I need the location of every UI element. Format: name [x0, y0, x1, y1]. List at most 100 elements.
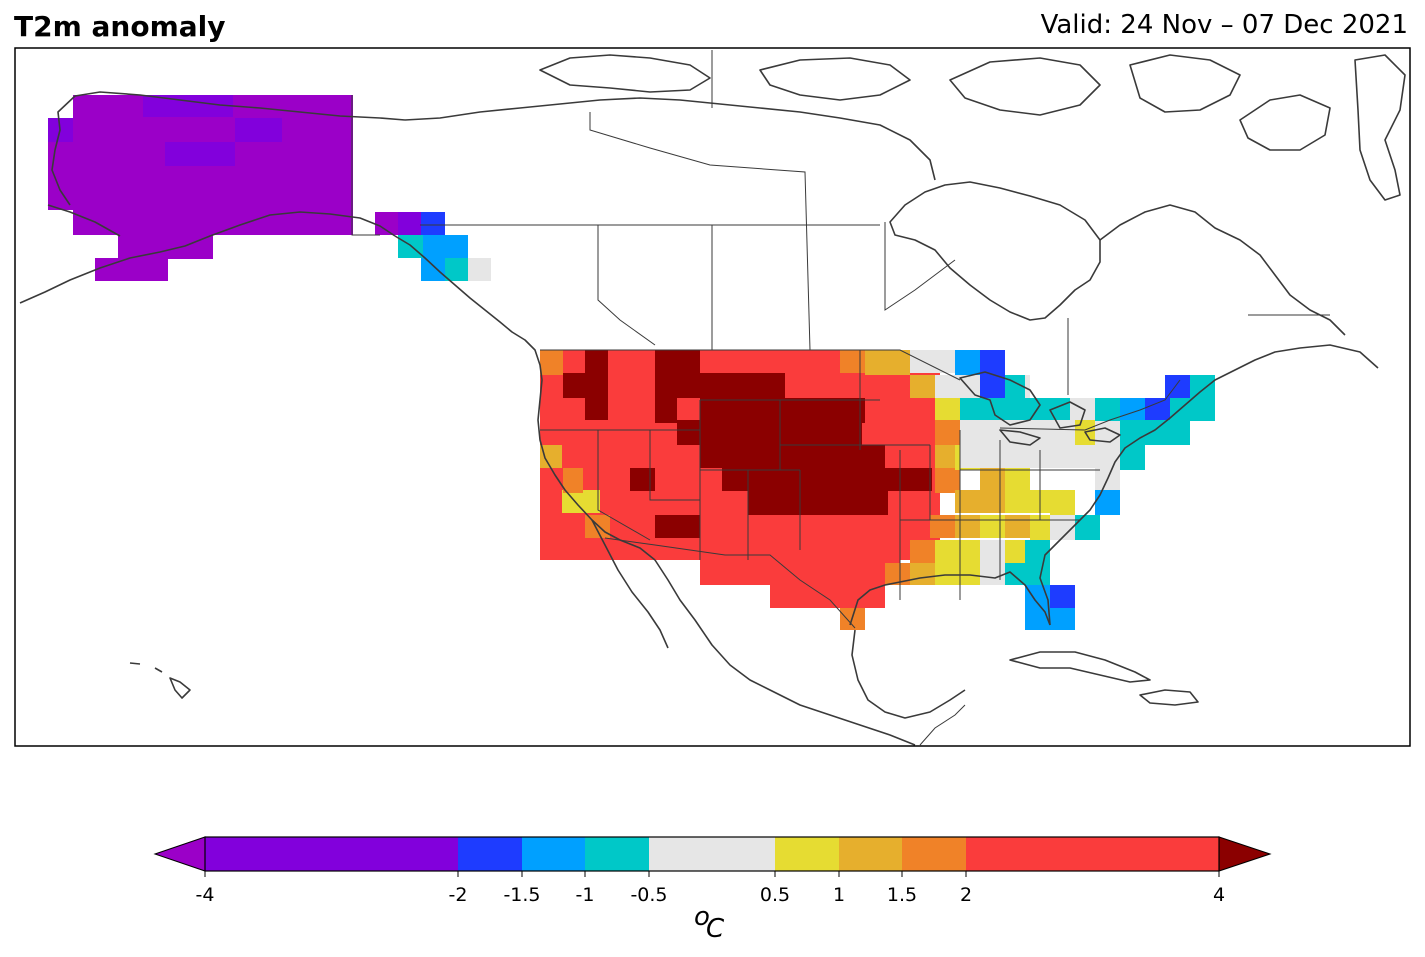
- coastline-baja: [591, 519, 916, 746]
- anomaly-cell: [935, 375, 960, 398]
- coastline-gulf: [849, 571, 1051, 719]
- colorbar-segment: [839, 837, 902, 871]
- coastline-arctic: [404, 97, 936, 181]
- anomaly-cell: [935, 420, 960, 445]
- anomaly-cell: [980, 375, 1005, 398]
- colorbar-segment: [522, 837, 585, 871]
- anomaly-cell: [1075, 515, 1100, 540]
- anomaly-cell: [910, 350, 955, 373]
- anomaly-cell: [1005, 540, 1025, 563]
- anomaly-cell: [960, 398, 980, 420]
- anomaly-cell: [375, 212, 400, 235]
- colorbar-unit-superscript: o: [694, 902, 710, 932]
- anomaly-cell: [562, 490, 600, 513]
- anomaly-cell: [118, 235, 168, 281]
- colorbar-segment: [775, 837, 839, 871]
- anomaly-grid: [48, 95, 1215, 630]
- coastline-alaska: [19, 91, 406, 304]
- colorbar-segments: [205, 837, 1219, 871]
- coastline-east: [1039, 344, 1379, 626]
- colorbar-tick-label: -1: [576, 884, 595, 906]
- coastline-labrador: [1099, 204, 1346, 336]
- colorbar-segment: [649, 837, 775, 871]
- anomaly-cell: [980, 468, 1005, 491]
- anomaly-cell: [960, 540, 980, 563]
- anomaly-cell: [677, 420, 862, 445]
- anomaly-cell: [935, 468, 960, 493]
- coastline-arctic-islands: [539, 54, 1406, 201]
- anomaly-cell: [935, 398, 960, 423]
- anomaly-cell: [143, 95, 233, 117]
- anomaly-cell: [935, 540, 960, 563]
- border-canada-provinces: [420, 50, 1330, 395]
- anomaly-cell: [1050, 608, 1075, 630]
- anomaly-cell: [421, 212, 445, 235]
- anomaly-cell: [980, 350, 1005, 375]
- anomaly-cell: [468, 258, 491, 281]
- colorbar-segment: [458, 837, 522, 871]
- map-title: T2m anomaly: [14, 10, 226, 43]
- colorbar-tick-label: 0.5: [760, 884, 790, 906]
- anomaly-cell: [655, 515, 700, 538]
- colorbar-over-arrow: [1218, 836, 1272, 872]
- valid-period: Valid: 24 Nov – 07 Dec 2021: [1040, 10, 1408, 40]
- anomaly-cell: [398, 212, 421, 235]
- colorbar-frame: [204, 836, 1220, 872]
- anomaly-cell: [1005, 563, 1050, 585]
- anomaly-cell: [700, 398, 865, 423]
- colorbar-tick-label: -2: [449, 884, 468, 906]
- coastline-caribbean: [1009, 651, 1199, 706]
- anomaly-cell: [655, 350, 700, 375]
- anomaly-cell: [1005, 490, 1050, 513]
- anomaly-cell: [235, 118, 282, 142]
- anomaly-cell: [980, 398, 1050, 420]
- border-us-states: [540, 350, 1100, 600]
- anomaly-cell: [885, 563, 910, 585]
- anomaly-cell: [1170, 398, 1215, 421]
- anomaly-cell: [722, 468, 932, 491]
- anomaly-cell: [960, 420, 1140, 468]
- anomaly-cell: [700, 445, 885, 468]
- border-alaska-canada: [351, 95, 380, 236]
- anomaly-cell: [1005, 515, 1030, 538]
- anomaly-cell: [1050, 515, 1075, 540]
- map-frame: [14, 47, 1411, 747]
- anomaly-cell: [655, 373, 785, 398]
- colorbar-segment: [966, 837, 1219, 871]
- anomaly-cell: [165, 142, 235, 166]
- anomaly-cell: [585, 515, 610, 538]
- anomaly-cell: [563, 468, 583, 493]
- anomaly-cell: [630, 468, 655, 491]
- anomaly-cell: [955, 490, 1005, 513]
- anomaly-cell: [1095, 398, 1120, 421]
- anomaly-cell: [1190, 375, 1215, 398]
- anomaly-cell: [930, 515, 955, 538]
- anomaly-cell: [168, 235, 213, 259]
- colorbar-segment: [902, 837, 966, 871]
- colorbar-tick-label: 1: [833, 884, 845, 906]
- anomaly-cell: [1145, 398, 1170, 421]
- colorbar-tick-label: -1.5: [503, 884, 540, 906]
- colorbar-tick-label: 1.5: [887, 884, 917, 906]
- colorbar-segment: [585, 837, 649, 871]
- border-central-america: [919, 704, 966, 746]
- anomaly-cell: [540, 445, 562, 468]
- colorbar-tick-label: -4: [196, 884, 215, 906]
- anomaly-cell: [955, 515, 980, 538]
- coastlines: [19, 54, 1406, 746]
- anomaly-cell: [540, 350, 563, 375]
- anomaly-cell: [1050, 490, 1075, 515]
- anomaly-cell: [1120, 420, 1190, 445]
- anomaly-cell: [935, 445, 960, 468]
- coastline-great-lakes: [959, 371, 1121, 446]
- anomaly-cell: [955, 350, 980, 375]
- anomaly-cell: [1050, 585, 1075, 608]
- coastline-hudson-bay: [889, 181, 1101, 321]
- colorbar-segment: [205, 837, 458, 871]
- anomaly-cell: [655, 398, 677, 423]
- anomaly-cell: [910, 375, 935, 398]
- anomaly-cell: [1005, 468, 1030, 491]
- anomaly-cell: [910, 540, 935, 563]
- colorbar-unit: C: [706, 914, 725, 944]
